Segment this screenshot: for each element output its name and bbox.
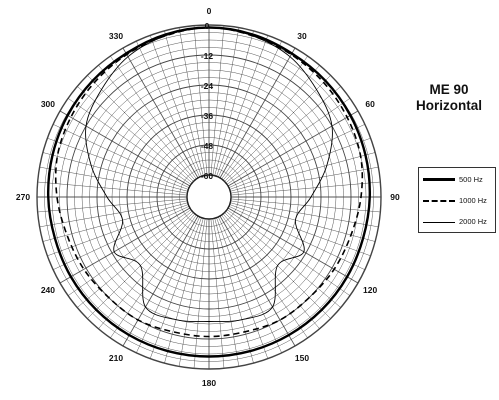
legend-label-500hz: 500 Hz <box>459 175 483 184</box>
angle-label: 210 <box>109 353 123 363</box>
angle-label: 90 <box>390 192 400 202</box>
legend-item-500hz: 500 Hz <box>423 174 495 186</box>
grid-ring <box>119 107 299 287</box>
radial-label: -48 <box>201 141 214 151</box>
grid-ring <box>134 122 284 272</box>
legend-swatch-500hz <box>423 178 455 181</box>
chart-subtitle: Horizontal <box>416 98 482 113</box>
series-500-hz <box>46 26 372 358</box>
grid-ring <box>66 54 352 340</box>
grid-ring <box>126 114 292 280</box>
chart-title: ME 90 <box>429 82 469 97</box>
grid-ring <box>74 62 344 332</box>
grid-ring <box>149 137 269 257</box>
angle-label: 300 <box>41 99 55 109</box>
grid-ring <box>171 159 247 235</box>
series-2000-hz <box>85 27 333 323</box>
grid-ring <box>141 129 277 265</box>
grid-ring <box>164 152 254 242</box>
polar-chart: 0 -12 -24 -36 -48 -60 0 30 60 90 120 150 180 210 240 27… <box>16 6 400 388</box>
legend-item-2000hz: 2000 Hz <box>423 216 495 228</box>
legend-label-1000hz: 1000 Hz <box>459 196 487 205</box>
radial-label: -24 <box>201 81 214 91</box>
chart-title-block: ME 90 Horizontal <box>405 82 493 114</box>
grid-ring <box>59 47 359 347</box>
radial-label: 0 <box>205 21 210 31</box>
angle-label: 0 <box>207 6 212 16</box>
legend-swatch-2000hz <box>423 222 455 223</box>
angle-label: 270 <box>16 192 30 202</box>
polar-grid <box>36 24 382 370</box>
grid-ring <box>179 167 239 227</box>
series-1000-hz <box>54 26 364 338</box>
legend-label-2000hz: 2000 Hz <box>459 217 487 226</box>
polar-labels: 0 -12 -24 -36 -48 -60 0 30 60 90 120 150 180 210 240 27… <box>16 6 400 388</box>
angle-label: 30 <box>297 31 307 41</box>
grid-ring <box>81 69 337 325</box>
grid-ring <box>51 39 367 355</box>
angle-label: 120 <box>363 285 377 295</box>
radial-label: -12 <box>201 51 214 61</box>
grid-ring <box>104 92 314 302</box>
angle-label: 240 <box>41 285 55 295</box>
grid-ring <box>89 77 329 317</box>
grid-ring <box>44 32 374 362</box>
center-hub <box>186 174 232 220</box>
legend-item-1000hz: 1000 Hz <box>423 195 495 207</box>
grid-ring <box>111 99 307 295</box>
grid-ring <box>96 84 322 310</box>
grid-ring <box>36 24 382 370</box>
radial-label: -60 <box>201 171 214 181</box>
grid-ring <box>156 144 262 250</box>
angle-label: 180 <box>202 378 216 388</box>
polar-series <box>46 26 372 358</box>
radial-label: -36 <box>201 111 214 121</box>
legend: 500 Hz 1000 Hz 2000 Hz <box>418 167 496 233</box>
angle-label: 330 <box>109 31 123 41</box>
angle-label: 150 <box>295 353 309 363</box>
angle-label: 60 <box>365 99 375 109</box>
legend-swatch-1000hz <box>423 200 455 202</box>
